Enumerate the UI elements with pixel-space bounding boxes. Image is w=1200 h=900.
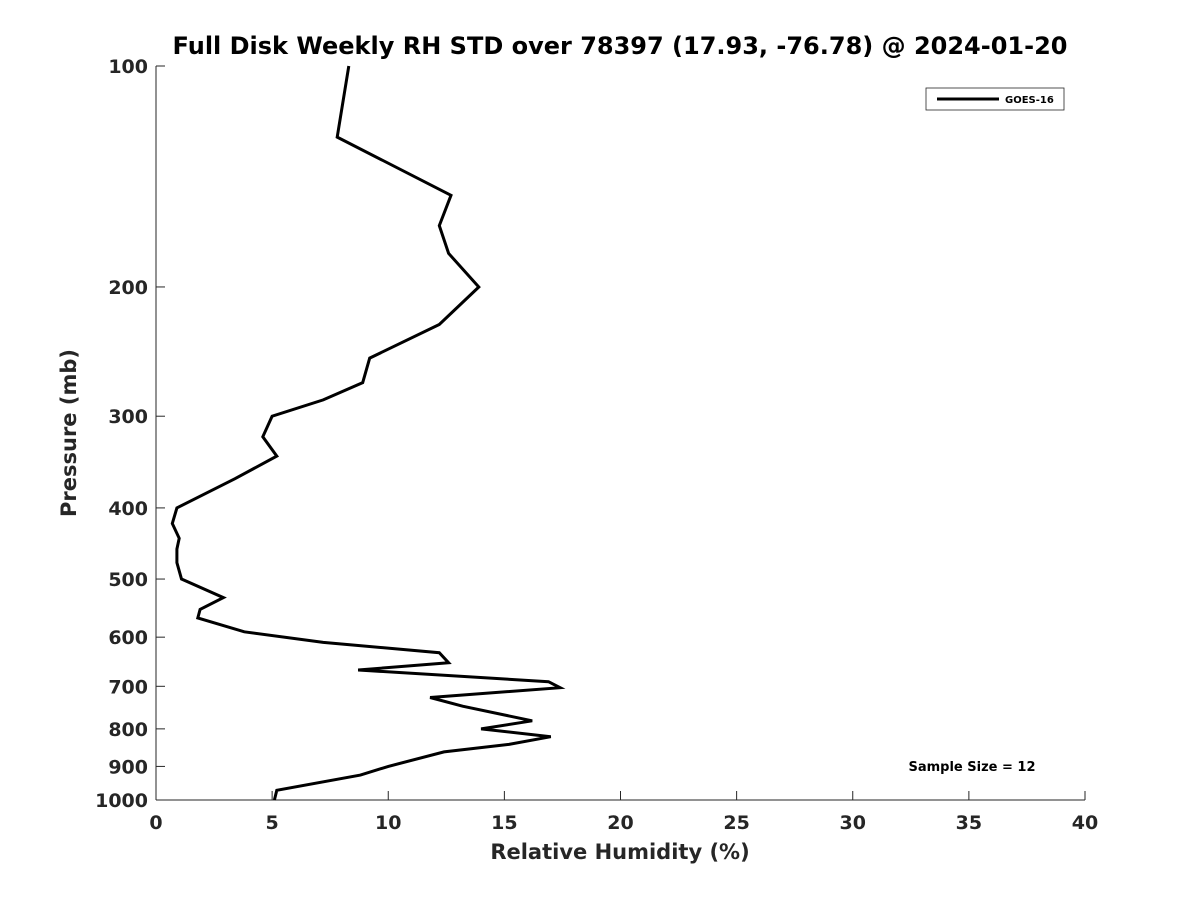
y-tick-label: 700 xyxy=(108,676,148,698)
x-tick-label: 5 xyxy=(266,812,279,834)
y-tick-label: 1000 xyxy=(95,790,148,812)
y-tick-label: 300 xyxy=(108,406,148,428)
x-tick-label: 25 xyxy=(723,812,749,834)
legend-label-goes-16: GOES-16 xyxy=(1005,95,1054,106)
chart-title: Full Disk Weekly RH STD over 78397 (17.9… xyxy=(173,32,1068,60)
y-axis-label: Pressure (mb) xyxy=(57,349,81,517)
y-tick-label: 200 xyxy=(108,277,148,299)
y-tick-label: 100 xyxy=(108,56,148,78)
x-tick-label: 15 xyxy=(491,812,517,834)
series-layer xyxy=(170,65,566,801)
y-tick-label: 600 xyxy=(108,627,148,649)
x-tick-label: 40 xyxy=(1072,812,1098,834)
x-tick-label: 30 xyxy=(840,812,866,834)
y-tick-label: 500 xyxy=(108,569,148,591)
x-tick-label: 20 xyxy=(607,812,633,834)
x-tick-label: 0 xyxy=(149,812,162,834)
sample-size-annotation: Sample Size = 12 xyxy=(908,760,1035,775)
y-tick-label: 900 xyxy=(108,756,148,778)
y-axis-ticks: 100 200 300 400 500 600 700 800 900 1000 xyxy=(95,56,165,812)
series-line-goes-16 xyxy=(170,65,566,801)
plot-area xyxy=(155,66,1085,801)
y-tick-label: 800 xyxy=(108,719,148,741)
legend: GOES-16 xyxy=(925,87,1065,111)
x-tick-label: 35 xyxy=(956,812,982,834)
y-tick-label: 400 xyxy=(108,498,148,520)
x-axis-ticks: 0 5 10 15 20 25 30 35 40 xyxy=(149,791,1098,834)
x-axis-label: Relative Humidity (%) xyxy=(490,840,749,864)
x-tick-label: 10 xyxy=(375,812,401,834)
